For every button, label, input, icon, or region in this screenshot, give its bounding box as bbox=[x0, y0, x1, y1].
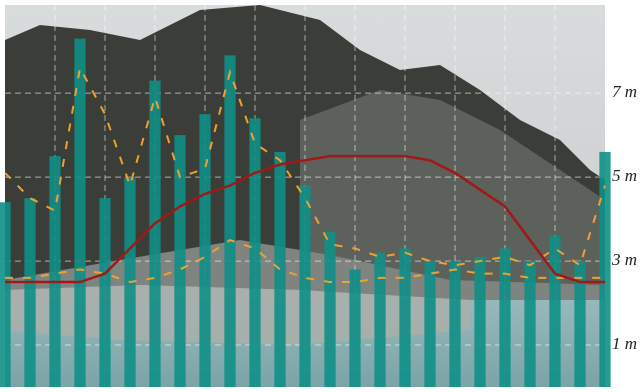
bar bbox=[199, 114, 211, 388]
y-tick-label: 5 m bbox=[612, 166, 637, 185]
bar bbox=[474, 256, 486, 387]
bar bbox=[499, 248, 511, 387]
y-tick-label: 7 m bbox=[612, 82, 637, 101]
bar bbox=[99, 198, 111, 387]
bar bbox=[349, 269, 361, 387]
bar bbox=[524, 261, 536, 387]
bar bbox=[574, 261, 586, 387]
bar bbox=[324, 231, 336, 387]
bar bbox=[174, 135, 186, 387]
bar bbox=[149, 80, 161, 388]
y-tick-label: 1 m bbox=[612, 334, 637, 353]
bar bbox=[299, 185, 311, 387]
series-line bbox=[5, 238, 605, 284]
bar bbox=[0, 202, 11, 387]
bar bbox=[599, 151, 611, 387]
bar bbox=[424, 261, 436, 387]
bar bbox=[49, 156, 61, 387]
bar bbox=[224, 55, 236, 387]
bar bbox=[24, 198, 36, 387]
bar bbox=[449, 261, 461, 387]
bar bbox=[274, 151, 286, 387]
y-tick-label: 3 m bbox=[611, 250, 637, 269]
series-line bbox=[5, 154, 605, 284]
bar bbox=[549, 235, 561, 387]
bar bbox=[74, 38, 86, 387]
bar bbox=[374, 252, 386, 387]
bar bbox=[399, 248, 411, 387]
bar bbox=[249, 118, 261, 387]
